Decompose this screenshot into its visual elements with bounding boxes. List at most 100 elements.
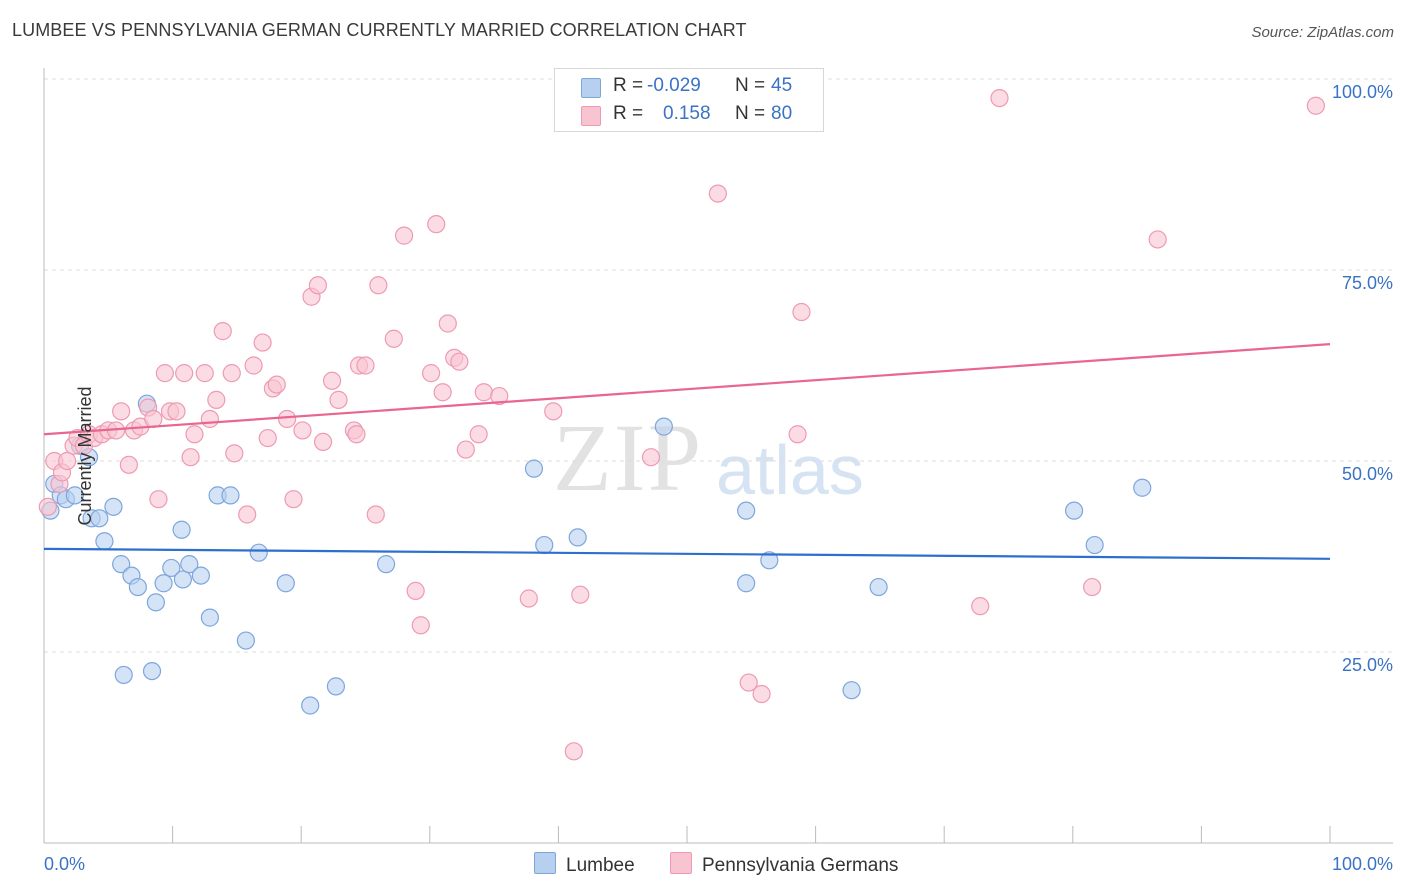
lumbee-point	[114, 665, 133, 685]
lumbee-point	[1085, 535, 1104, 555]
pennsylvania-germans-point	[456, 440, 475, 459]
pennsylvania-germans-point	[641, 448, 661, 467]
lumbee-point	[654, 417, 673, 436]
legend-r-label: R =	[613, 75, 644, 96]
bottom-legend-pennsylvania-germans-label: Pennsylvania Germans	[702, 855, 899, 876]
pennsylvania-germans-point	[284, 490, 303, 509]
pennsylvania-germans-point	[329, 390, 348, 409]
y-axis-label: Currently Married	[75, 386, 96, 526]
pennsylvania-germans-point	[788, 425, 807, 444]
lumbee-point	[173, 570, 192, 589]
pennsylvania-germans-point	[427, 215, 446, 234]
watermark-zip: ZIP	[553, 404, 703, 511]
x-tick-label: 0.0%	[44, 854, 85, 874]
pennsylvania-germans-point	[356, 356, 375, 375]
pennsylvania-germans-point	[213, 322, 232, 341]
pennsylvania-germans-point	[207, 390, 226, 409]
lumbee-point	[869, 577, 888, 597]
lumbee-point	[90, 509, 109, 528]
pennsylvania-germans-point	[308, 276, 328, 295]
pennsylvania-germans-point	[708, 184, 727, 203]
lumbee-point	[326, 677, 346, 696]
pennsylvania-germans-point	[38, 497, 57, 516]
y-tick-label: 50.0%	[1342, 464, 1393, 484]
lumbee-point	[142, 661, 162, 681]
lumbee-point	[1064, 501, 1084, 520]
pennsylvania-germans-point	[469, 425, 488, 444]
legend-row-pennsylvania-germans: R = 0.158 N = 80	[555, 100, 823, 128]
pennsylvania-germans-point	[752, 684, 771, 704]
legend-row-lumbee: R = -0.029 N = 45	[555, 72, 823, 100]
bottom-legend-pennsylvania-germans: Pennsylvania Germans	[670, 852, 898, 877]
bottom-legend-lumbee: Lumbee	[534, 852, 635, 877]
lumbee-point	[128, 577, 147, 597]
legend-n-label: N =	[735, 103, 766, 124]
pennsylvania-germans-point	[149, 490, 168, 509]
lumbee-point	[200, 608, 219, 627]
pennsylvania-germans-point	[1306, 96, 1325, 115]
pennsylvania-germans-point	[490, 386, 509, 406]
pennsylvania-germans-point	[222, 364, 241, 383]
pennsylvania-germans-point	[474, 383, 493, 402]
lumbee-point	[154, 574, 173, 593]
watermark-atlas: atlas	[716, 431, 864, 509]
lumbee-point	[172, 520, 191, 539]
pennsylvania-germans-point	[1148, 230, 1167, 249]
lumbee-point	[162, 558, 181, 578]
pennsylvania-germans-point	[438, 314, 457, 333]
lumbee-point	[1133, 478, 1152, 497]
lumbee-point	[146, 593, 165, 612]
pennsylvania-germans-point	[971, 597, 990, 616]
pennsylvania-germans-point	[144, 409, 163, 429]
lumbee-point	[180, 555, 199, 574]
pennsylvania-germans-point	[112, 402, 131, 421]
pennsylvania-germans-point	[313, 432, 333, 451]
pennsylvania-germans-point	[369, 276, 388, 295]
pennsylvania-germans-point	[195, 364, 214, 383]
pennsylvania-germans-point	[267, 375, 286, 394]
legend-r-value: -0.029	[647, 75, 701, 96]
pennsylvania-germans-point	[119, 455, 138, 474]
legend-n-value: 45	[771, 75, 793, 96]
pennsylvania-germans-point	[411, 616, 430, 635]
lumbee-point	[95, 532, 114, 551]
pennsylvania-germans-point	[366, 505, 385, 524]
x-tick-label: 100.0%	[1332, 854, 1393, 874]
lumbee-point	[524, 459, 544, 478]
pennsylvania-germans-point	[238, 505, 257, 524]
pennsylvania-germans-point	[58, 451, 77, 471]
pennsylvania-germans-point	[1082, 577, 1102, 597]
pennsylvania-germans-point	[544, 402, 563, 421]
correlation-legend: R = -0.029 N = 45 R = 0.158 N = 80	[554, 68, 824, 132]
pennsylvania-germans-point	[258, 428, 277, 448]
y-tick-label: 100.0%	[1332, 82, 1393, 102]
pennsylvania-germans-point	[421, 364, 441, 383]
y-tick-label: 25.0%	[1342, 655, 1393, 675]
pennsylvania-germans-point	[571, 585, 590, 604]
lumbee-swatch	[581, 78, 601, 98]
lumbee-point	[301, 696, 320, 715]
lumbee-point	[535, 535, 554, 555]
pennsylvania-germans-point	[181, 448, 200, 467]
pennsylvania-germans-point	[175, 364, 194, 383]
legend-n-label: N =	[735, 75, 766, 96]
lumbee-point	[842, 681, 861, 700]
pennsylvania-germans-point	[792, 302, 811, 322]
pennsylvania-germans-point	[739, 673, 758, 692]
lumbee-trend-line	[43, 547, 1331, 560]
lumbee-point	[376, 555, 396, 574]
pennsylvania-germans-point	[564, 742, 583, 761]
pennsylvania-germans-point	[450, 352, 469, 371]
lumbee-point	[737, 574, 756, 593]
pennsylvania-germans-point	[244, 356, 263, 375]
pennsylvania-germans-point	[394, 226, 414, 245]
pennsylvania-germans-point	[200, 409, 219, 429]
lumbee-point	[236, 631, 256, 650]
pennsylvania-germans-point	[253, 333, 272, 352]
pennsylvania-germans-point	[277, 409, 297, 429]
lumbee-point	[65, 486, 84, 505]
bottom-legend-lumbee-label: Lumbee	[566, 855, 635, 876]
lumbee-swatch	[534, 852, 556, 874]
pennsylvania-germans-point	[225, 444, 244, 463]
